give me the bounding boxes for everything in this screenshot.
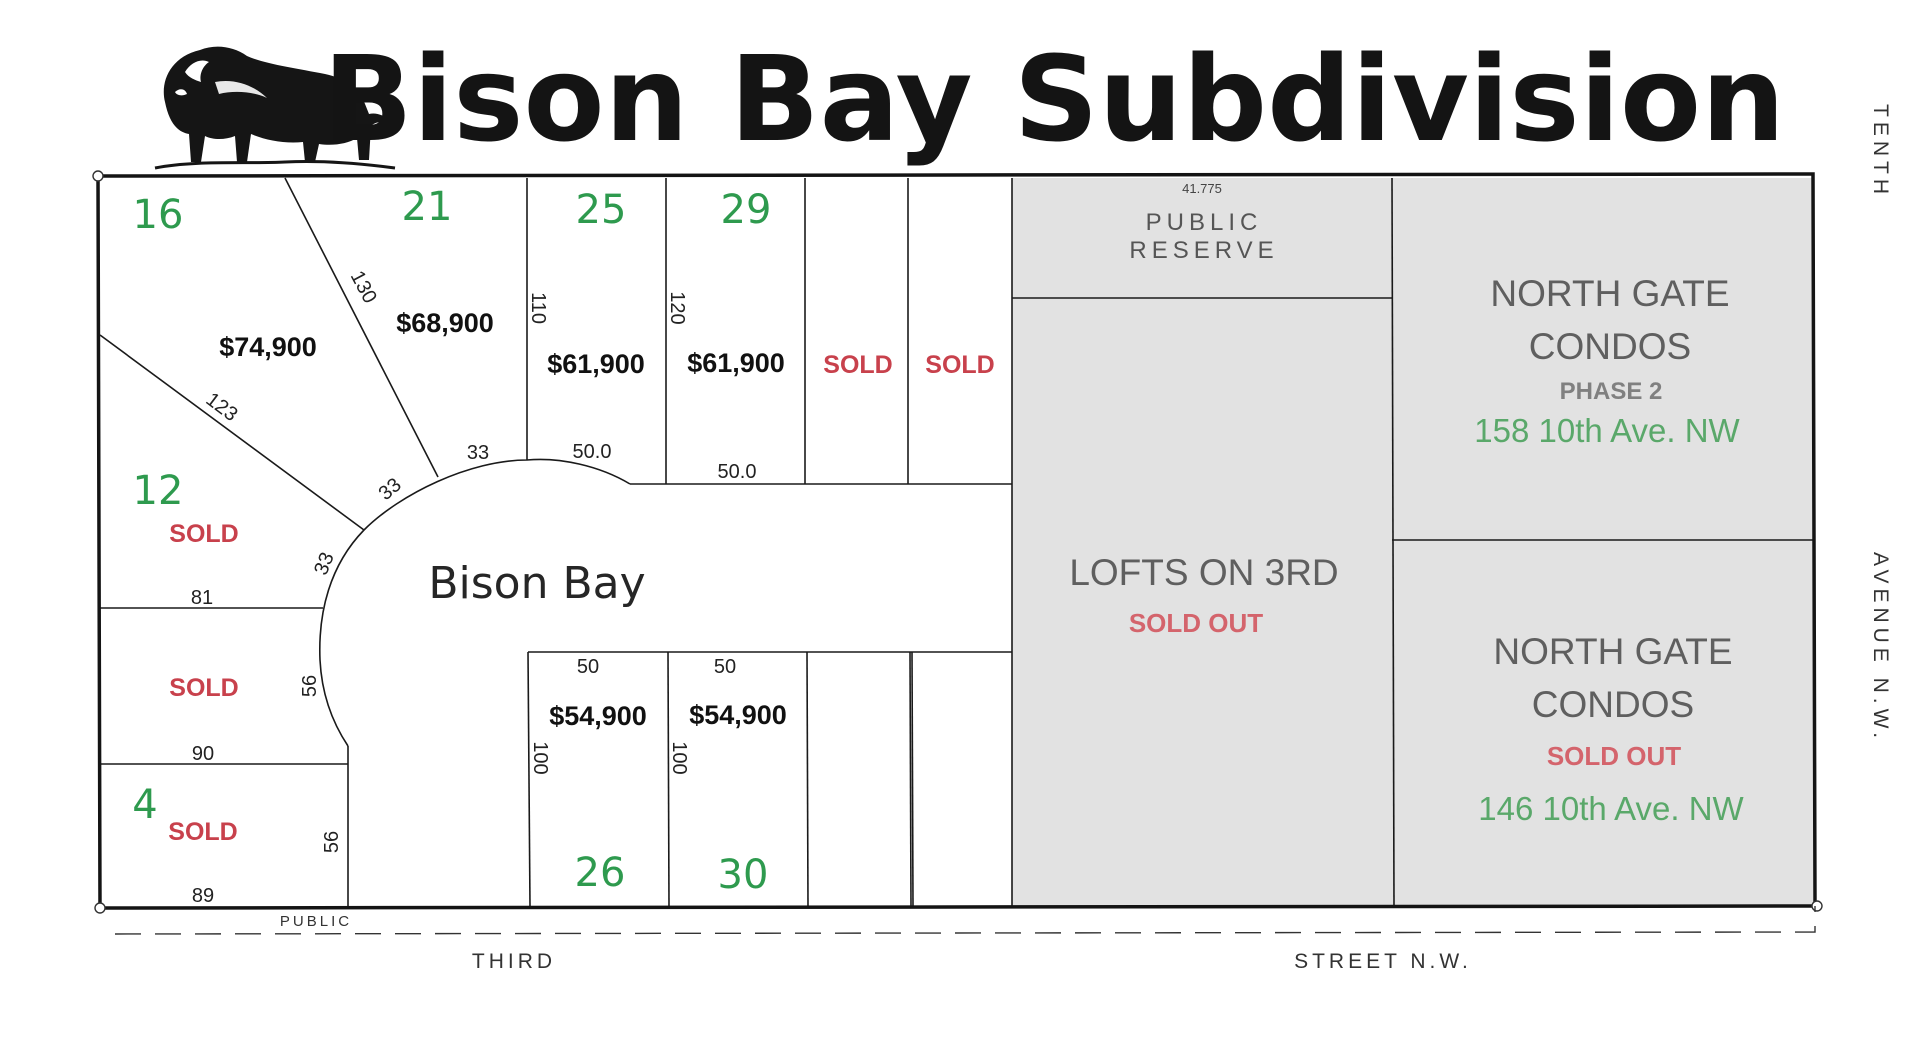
road-label-public: PUBLIC — [280, 913, 352, 930]
building-name: CONDOS — [1532, 684, 1694, 725]
sold-badge: SOLD — [169, 520, 238, 548]
sold-badge: SOLD — [169, 674, 238, 702]
corner-marker — [94, 902, 106, 914]
street-name: Bison Bay — [428, 558, 645, 609]
dimension-label: 90 — [192, 743, 214, 765]
lot-price: $74,900 — [219, 332, 317, 362]
corner-marker — [92, 170, 104, 182]
public-reserve-label: PUBLIC — [1146, 209, 1263, 236]
lot-number: 21 — [402, 184, 453, 230]
public-reserve-label: RESERVE — [1129, 237, 1278, 264]
lot-number: 16 — [133, 192, 184, 238]
dimension-label: 56 — [299, 675, 321, 697]
lot-price: $61,900 — [687, 348, 785, 378]
dimension-label: 50.0 — [718, 461, 757, 483]
lot-price: $54,900 — [689, 700, 787, 730]
lot-number: 26 — [575, 850, 626, 896]
road-label-avenue-nw: AVENUE N.W. — [1869, 552, 1892, 743]
phase-label: PHASE 2 — [1560, 378, 1663, 405]
lot-number: 4 — [132, 782, 157, 828]
sold-out-badge: SOLD OUT — [1129, 608, 1263, 638]
building-address: 146 10th Ave. NW — [1478, 790, 1744, 827]
dimension-label: 120 — [666, 291, 688, 324]
building-name: NORTH GATE — [1493, 631, 1732, 672]
corner-marker — [1811, 900, 1823, 912]
lot-number: 25 — [576, 187, 627, 233]
building-address: 158 10th Ave. NW — [1474, 412, 1740, 449]
road-label-third: THIRD — [472, 950, 556, 973]
lot-price: $61,900 — [547, 349, 645, 379]
lot-number: 29 — [721, 187, 772, 233]
dimension-label: 50.0 — [573, 441, 612, 463]
dimension-label: 89 — [192, 885, 214, 907]
dimension-label: 33 — [467, 442, 489, 464]
dimension-label: 50 — [577, 656, 599, 678]
road-label-street-nw: STREET N.W. — [1294, 950, 1472, 973]
lot-price: $54,900 — [549, 701, 647, 731]
north-gate-phase2-area — [1392, 178, 1813, 540]
building-name: LOFTS ON 3RD — [1069, 552, 1338, 593]
dimension-label: 100 — [529, 741, 551, 774]
lofts-area — [1012, 298, 1394, 907]
lot-price: $68,900 — [396, 308, 494, 338]
lot-lines — [99, 177, 1813, 908]
sold-out-badge: SOLD OUT — [1547, 741, 1681, 771]
road-label-tenth: TENTH — [1869, 104, 1892, 199]
building-name: NORTH GATE — [1490, 273, 1729, 314]
public-reserve-area — [1012, 178, 1392, 298]
public-lane — [114, 906, 1816, 935]
north-gate-soldout-area — [1394, 540, 1813, 907]
sold-badge: SOLD — [823, 351, 892, 379]
dimension-label: 130 — [346, 267, 381, 307]
dimension-label: 56 — [321, 831, 343, 853]
dimension-label: 110 — [527, 292, 549, 324]
public-reserve-dimension: 41.775 — [1182, 181, 1222, 196]
bison-icon — [154, 46, 396, 170]
sold-badge: SOLD — [168, 818, 237, 846]
dimension-label: 50 — [714, 656, 736, 678]
dimension-label: 81 — [191, 587, 213, 609]
lot-number: 12 — [133, 468, 184, 514]
dimension-label: 100 — [668, 741, 690, 774]
page-title: Bison Bay Subdivision — [323, 30, 1785, 168]
sold-badge: SOLD — [925, 351, 994, 379]
building-name: CONDOS — [1529, 326, 1691, 367]
lot-number: 30 — [718, 852, 769, 898]
dimension-label: 123 — [202, 388, 242, 426]
